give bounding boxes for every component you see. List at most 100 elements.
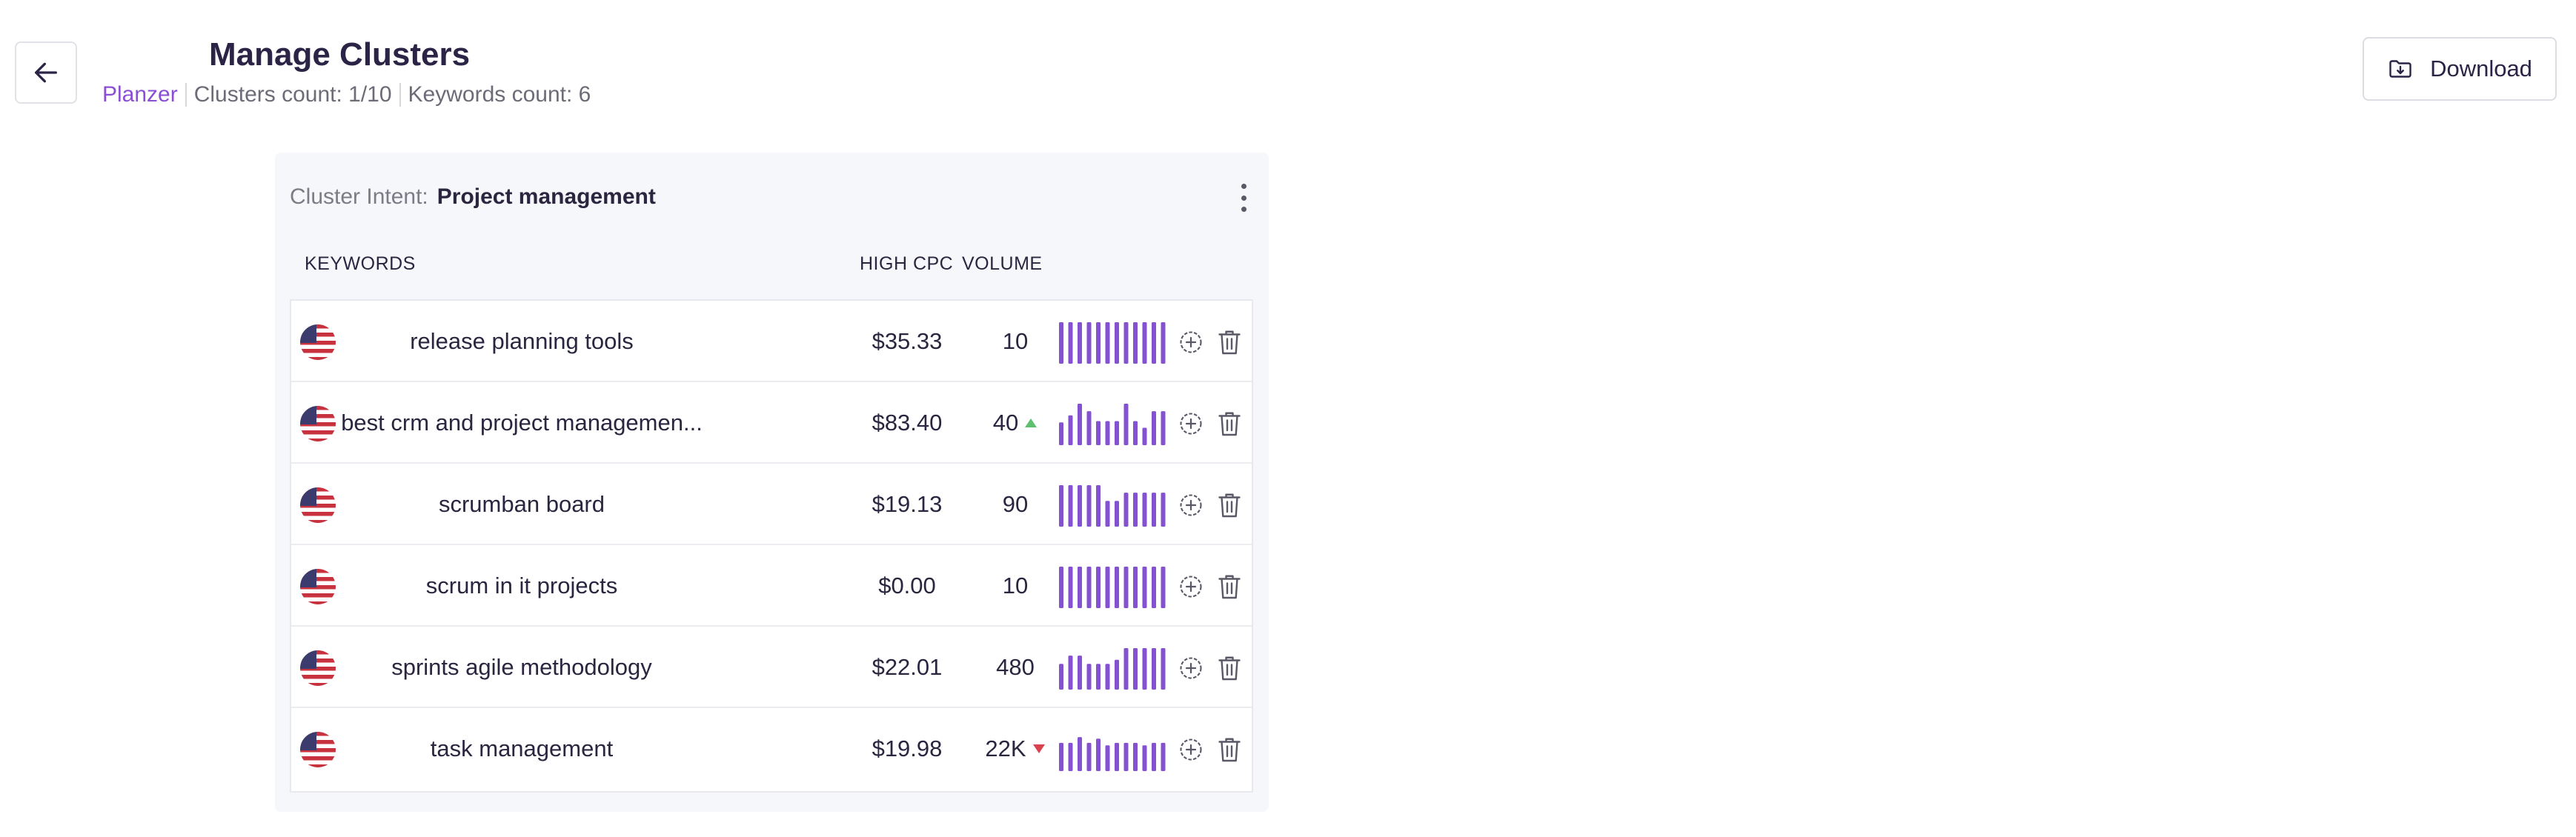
trend-bar [1105,664,1110,690]
plus-circle-icon[interactable] [1178,736,1204,763]
trend-bar [1142,427,1147,445]
volume-value: 10 [1002,328,1029,354]
volume-trend-chart [1059,567,1166,608]
trend-bar [1096,421,1101,445]
trend-bar [1068,656,1073,690]
download-label: Download [2430,56,2532,81]
trend-bar [1068,567,1073,608]
trend-bar [1105,567,1110,608]
trend-bar [1096,567,1101,608]
trend-bar [1152,322,1156,364]
table-row: sprints agile methodology $22.01 480 [291,627,1252,708]
brand-label[interactable]: Planzer [102,82,178,107]
trend-bar [1059,664,1063,690]
trend-bar [1152,742,1156,771]
plus-circle-icon[interactable] [1178,573,1204,600]
volume-value: 40 [992,410,1019,436]
volume-trend-chart [1059,322,1166,364]
table-row: scrum in it projects $0.00 10 [291,545,1252,627]
trend-bar [1142,493,1147,527]
cluster-card: Cluster Intent: Project management KEYWO… [275,153,1269,812]
trend-bar [1078,737,1082,771]
trash-icon[interactable] [1216,653,1243,683]
divider [399,83,401,107]
trend-bar [1115,567,1119,608]
volume-cell: 40 [967,382,1063,464]
volume-trend-chart [1059,648,1166,690]
trend-bar [1123,404,1129,445]
volume-value: 90 [1002,491,1029,517]
plus-circle-icon[interactable] [1178,329,1204,356]
column-header-volume: VOLUME [962,253,1043,274]
trend-bar [1059,742,1063,771]
trend-bar [1086,322,1092,364]
more-vertical-icon[interactable] [1232,179,1255,216]
trash-icon[interactable] [1216,572,1243,601]
volume-cell: 10 [967,545,1063,627]
trend-bar [1152,567,1156,608]
trend-bar [1078,322,1082,364]
page-title: Manage Clusters [209,36,471,73]
trend-bar [1078,485,1082,527]
us-flag-icon [300,650,336,686]
trash-icon[interactable] [1216,735,1243,764]
trend-bar [1068,742,1073,771]
trend-bar [1078,404,1082,445]
table-row: best crm and project managemen... $83.40… [291,382,1252,464]
high-cpc-value: $19.13 [872,491,943,517]
plus-circle-icon[interactable] [1178,492,1204,518]
trend-bar [1142,322,1147,364]
trend-bar [1142,648,1147,690]
trend-bar [1078,567,1082,608]
trash-icon[interactable] [1216,327,1243,357]
table-row: task management $19.98 22K [291,708,1252,790]
trend-bar [1123,322,1129,364]
table-row: release planning tools $35.33 10 [291,301,1252,382]
back-button[interactable] [15,41,77,104]
trend-bar [1133,493,1138,527]
trend-bar [1161,411,1166,445]
volume-value: 22K [985,736,1026,761]
volume-value: 480 [996,654,1035,680]
us-flag-icon [300,487,336,523]
trash-icon[interactable] [1216,490,1243,520]
cluster-intent-label: Cluster Intent: [290,184,428,209]
trend-up-icon [1025,418,1038,427]
volume-trend-chart [1059,485,1166,527]
volume-value: 10 [1002,573,1029,598]
keyword-text: sprints agile methodology [391,654,652,680]
menu-dot [1241,195,1246,201]
trend-bar [1133,742,1138,771]
trend-bar [1152,411,1156,445]
trend-bar [1133,421,1138,445]
keyword-text: best crm and project managemen... [342,410,702,436]
plus-circle-icon[interactable] [1178,410,1204,437]
trend-bar [1096,485,1101,527]
trend-bar [1059,422,1063,445]
plus-circle-icon[interactable] [1178,655,1204,681]
high-cpc-value: $83.40 [872,410,943,436]
trend-bar [1123,493,1129,527]
volume-cell: 22K [967,708,1063,790]
trend-bar [1152,493,1156,527]
trend-bar [1161,322,1166,364]
trend-bar [1096,322,1101,364]
trend-bar [1123,742,1129,771]
us-flag-icon [300,569,336,604]
trend-bar [1142,745,1147,771]
trend-bar [1086,411,1092,445]
high-cpc-value: $22.01 [872,654,943,680]
trend-bar [1152,648,1156,690]
trend-bar [1161,648,1166,690]
trend-bar [1059,485,1063,527]
trend-bar [1096,664,1101,690]
cluster-meta: Planzer Clusters count: 1/10 Keywords co… [102,80,591,110]
download-button[interactable]: Download [2363,37,2557,101]
high-cpc-value: $19.98 [872,736,943,761]
trend-bar [1096,738,1101,771]
trend-bar [1115,421,1119,445]
trash-icon[interactable] [1216,409,1243,438]
folder-download-icon [2389,60,2411,78]
trend-bar [1078,656,1082,690]
keyword-text: scrumban board [438,491,605,517]
